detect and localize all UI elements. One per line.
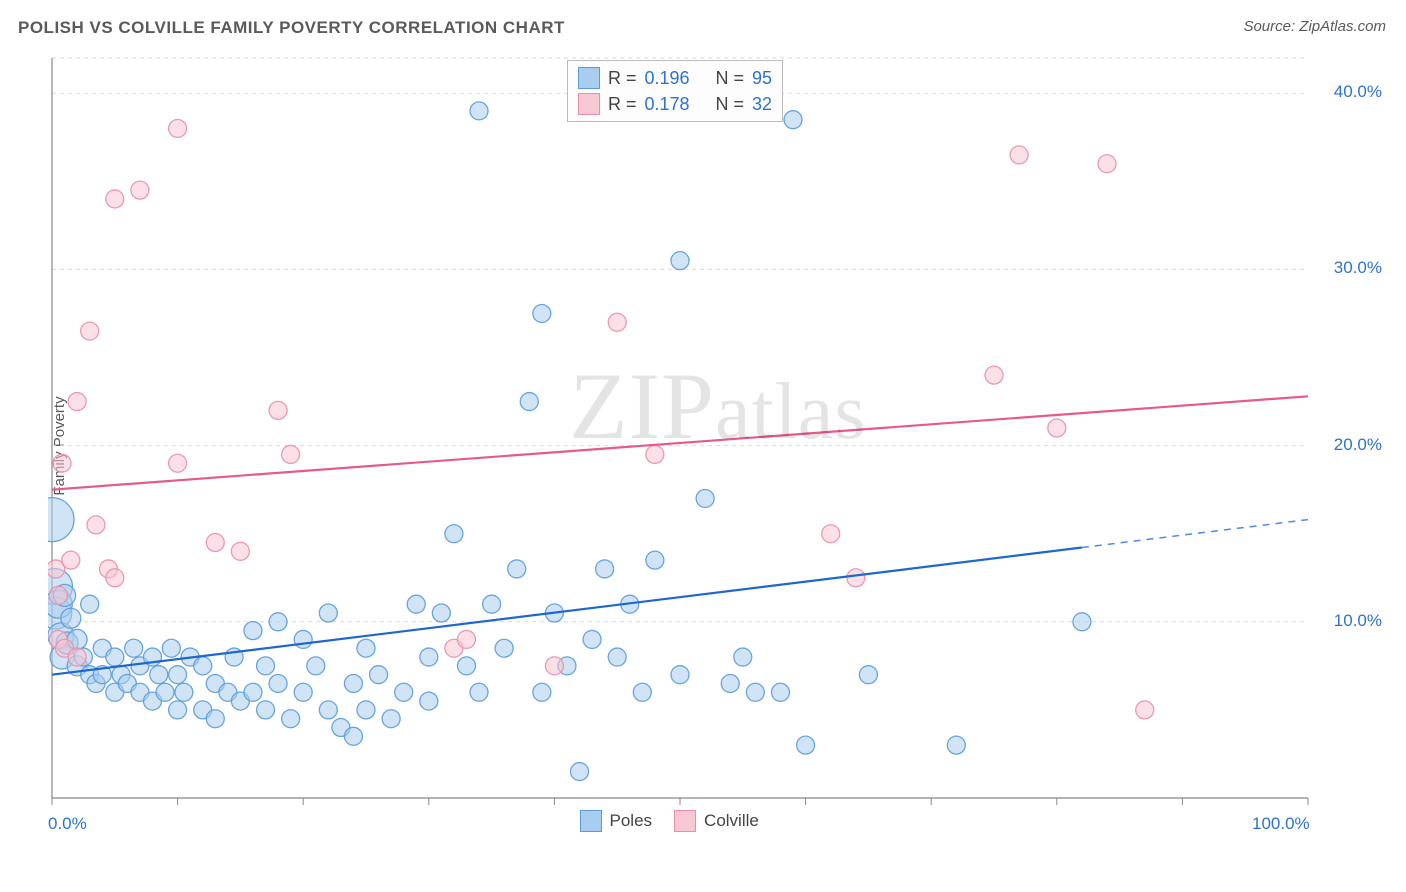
legend-swatch xyxy=(674,810,696,832)
chart-title: POLISH VS COLVILLE FAMILY POVERTY CORREL… xyxy=(18,18,565,38)
plot-area: ZIPatlas 10.0%20.0%30.0%40.0%0.0%100.0%R… xyxy=(48,50,1388,840)
legend-label: Colville xyxy=(704,811,759,831)
legend-n-label: N = xyxy=(716,91,745,117)
source-label: Source: ZipAtlas.com xyxy=(1243,18,1386,35)
x-tick-label-left: 0.0% xyxy=(48,814,87,834)
legend-n-label: N = xyxy=(716,65,745,91)
x-tick-label-right: 100.0% xyxy=(1252,814,1310,834)
legend-r-label: R = xyxy=(608,91,637,117)
legend-statistics: R = 0.196 N = 95 R = 0.178 N = 32 xyxy=(567,60,783,122)
legend-swatch xyxy=(578,67,600,89)
legend-n-value: 95 xyxy=(752,65,772,91)
legend-swatch xyxy=(578,93,600,115)
legend-item: Colville xyxy=(674,810,759,832)
legend-r-label: R = xyxy=(608,65,637,91)
y-tick-label: 40.0% xyxy=(1312,82,1382,102)
legend-n-value: 32 xyxy=(752,91,772,117)
legend-r-value: 0.178 xyxy=(644,91,689,117)
legend-r-value: 0.196 xyxy=(644,65,689,91)
scatter-chart xyxy=(48,50,1388,840)
legend-label: Poles xyxy=(610,811,653,831)
legend-series: Poles Colville xyxy=(580,810,759,832)
legend-item: Poles xyxy=(580,810,653,832)
legend-swatch xyxy=(580,810,602,832)
y-tick-label: 30.0% xyxy=(1312,258,1382,278)
y-tick-label: 20.0% xyxy=(1312,435,1382,455)
y-tick-label: 10.0% xyxy=(1312,611,1382,631)
